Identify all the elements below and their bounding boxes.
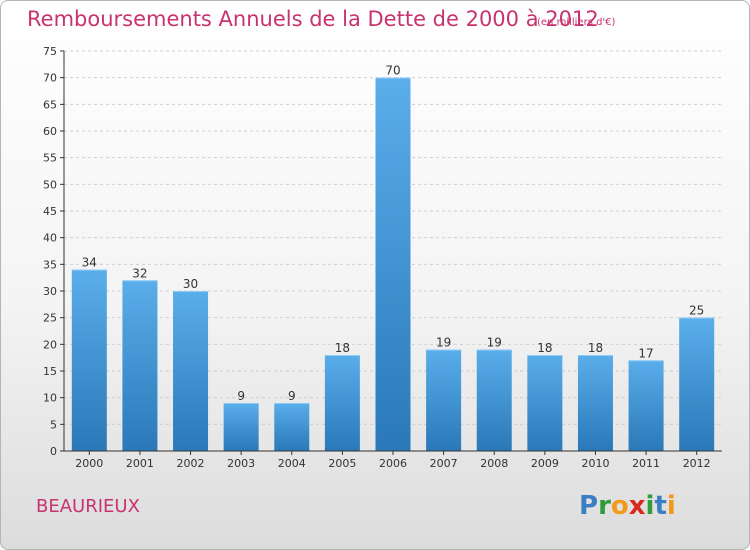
axes	[60, 50, 722, 455]
bar-2012	[679, 317, 715, 451]
logo-letter: o	[610, 491, 629, 521]
y-tick-label: 35	[43, 258, 57, 271]
y-tick-label: 0	[50, 445, 57, 458]
y-tick-label: 65	[43, 98, 57, 111]
y-tick-label: 25	[43, 312, 57, 325]
logo-letter: P	[579, 491, 599, 521]
x-tick-label-2010: 2010	[581, 457, 609, 470]
x-tick-label-2008: 2008	[480, 457, 508, 470]
y-tick-label: 5	[50, 418, 57, 431]
unit-note: (en milliers d'€)	[537, 17, 616, 28]
x-tick-label-2002: 2002	[177, 457, 205, 470]
y-tick-label: 55	[43, 152, 57, 165]
y-tick-label: 45	[43, 205, 57, 218]
x-tick-label-2003: 2003	[227, 457, 255, 470]
y-tick-label: 10	[43, 392, 57, 405]
bar-2001	[122, 280, 158, 451]
y-tick-label: 60	[43, 125, 57, 138]
bar-2008	[476, 349, 512, 451]
x-tick-label-2012: 2012	[683, 457, 711, 470]
data-label-2011: 17	[638, 346, 653, 360]
bar-2011	[628, 360, 664, 451]
data-label-2007: 19	[436, 336, 451, 350]
data-label-2005: 18	[335, 341, 350, 355]
y-tick-label: 50	[43, 178, 57, 191]
data-label-2001: 32	[132, 266, 147, 280]
logo-letter: r	[598, 491, 611, 521]
bar-2005	[324, 355, 360, 451]
x-tick-label-2011: 2011	[632, 457, 660, 470]
data-label-2003: 9	[237, 389, 245, 403]
x-tick-label-2004: 2004	[278, 457, 306, 470]
y-tick-label: 70	[43, 72, 57, 85]
bar-2004	[274, 403, 310, 451]
y-tick-label: 30	[43, 285, 57, 298]
bar-2002	[173, 291, 209, 451]
data-label-2012: 25	[689, 304, 704, 318]
x-tick-label-2005: 2005	[328, 457, 356, 470]
bar-2003	[223, 403, 259, 451]
data-label-2002: 30	[183, 277, 198, 291]
logo-letter: x	[628, 491, 646, 521]
logo-letter: i	[645, 491, 655, 521]
bar-2010	[577, 355, 613, 451]
proxiti-logo: Proxiti	[579, 491, 676, 521]
x-tick-label-2009: 2009	[531, 457, 559, 470]
chart-title: Remboursements Annuels de la Dette de 20…	[27, 7, 599, 31]
data-label-2010: 18	[588, 341, 603, 355]
bar-series	[71, 77, 715, 452]
logo-letter: t	[654, 491, 667, 521]
data-label-2000: 34	[82, 256, 97, 270]
data-label-2006: 70	[385, 64, 400, 78]
commune-name: BEAURIEUX	[36, 496, 140, 517]
labels: 0 5 10 15 20 25 30 35 40 45 50 55 60 65 70 75 34 2000 32 20…	[43, 45, 711, 470]
x-tick-label-2000: 2000	[75, 457, 103, 470]
y-tick-label: 40	[43, 232, 57, 245]
data-label-2004: 9	[288, 389, 296, 403]
x-tick-label-2007: 2007	[430, 457, 458, 470]
data-label-2009: 18	[537, 341, 552, 355]
logo-letter: i	[666, 491, 676, 521]
data-label-2008: 19	[487, 336, 502, 350]
bar-2000	[71, 269, 107, 451]
y-tick-label: 75	[43, 45, 57, 58]
y-tick-label: 15	[43, 365, 57, 378]
x-tick-label-2001: 2001	[126, 457, 154, 470]
x-tick-label-2006: 2006	[379, 457, 407, 470]
bar-2006	[375, 77, 411, 452]
y-tick-label: 20	[43, 338, 57, 351]
bar-2009	[527, 355, 563, 451]
bar-2007	[426, 349, 462, 451]
